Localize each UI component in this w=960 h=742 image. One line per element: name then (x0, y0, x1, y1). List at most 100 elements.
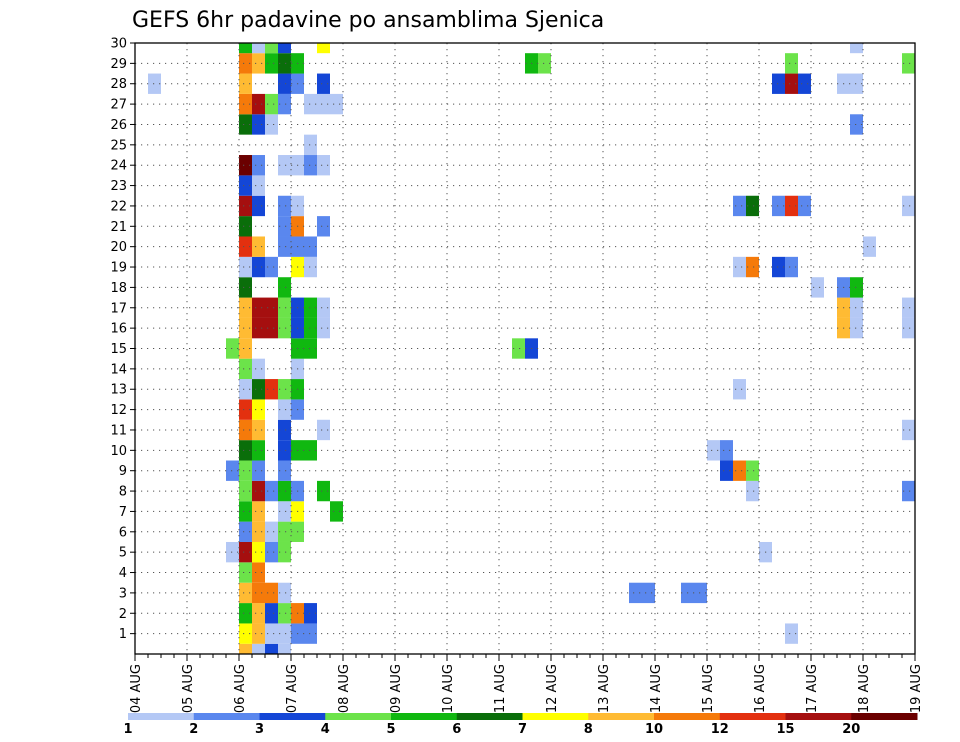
y-tick-label: 26 (110, 118, 127, 133)
precip-cell (694, 582, 707, 604)
precip-cell (252, 155, 265, 176)
legend-swatch (325, 713, 392, 720)
precip-cell (239, 43, 252, 54)
y-tick-label: 9 (119, 464, 127, 479)
precip-cell (265, 43, 278, 54)
legend-label: 12 (711, 722, 729, 737)
y-tick-label: 19 (110, 261, 127, 276)
precip-cell (850, 43, 863, 54)
precip-cell (226, 460, 239, 481)
legend-label: 8 (584, 722, 593, 737)
precip-cell (239, 480, 252, 502)
legend-swatch (391, 713, 458, 720)
precip-cell (239, 419, 252, 441)
precip-cell (252, 541, 265, 563)
precip-cell (265, 643, 278, 654)
precip-cell (512, 338, 525, 359)
precip-cell (304, 134, 317, 156)
precip-cell (239, 155, 252, 176)
precip-cell (785, 53, 798, 74)
precip-cell (278, 419, 291, 441)
legend-label: 10 (645, 722, 663, 737)
precip-cell (902, 317, 915, 339)
precip-cell (772, 195, 785, 217)
legend-label: 2 (189, 722, 198, 737)
y-tick-label: 16 (110, 322, 127, 337)
precip-cell (785, 623, 798, 644)
precip-cell (772, 256, 785, 278)
precip-cell (239, 582, 252, 604)
x-tick-label: 12 AUG (545, 664, 560, 713)
precip-cell (252, 317, 265, 339)
precip-cell (317, 73, 330, 94)
y-tick-label: 25 (110, 138, 127, 153)
precip-cell (239, 623, 252, 644)
precip-cell (265, 582, 278, 604)
precip-cell (746, 195, 759, 217)
precip-cell (239, 440, 252, 461)
precip-cell (304, 440, 317, 461)
precip-cell (278, 501, 291, 522)
x-tick-label: 14 AUG (649, 664, 664, 713)
precip-cell (278, 317, 291, 339)
precip-cell (317, 216, 330, 237)
precip-cell (785, 73, 798, 94)
precip-cell (252, 399, 265, 420)
precip-cell (252, 603, 265, 624)
precip-cell (252, 43, 265, 54)
precip-cell (304, 603, 317, 624)
precip-cell (278, 43, 291, 54)
precip-cell (317, 419, 330, 441)
y-tick-label: 3 (119, 586, 127, 601)
precip-cell (746, 460, 759, 481)
precip-cell (239, 73, 252, 94)
y-tick-label: 27 (110, 98, 127, 113)
precip-cell (252, 480, 265, 502)
y-tick-label: 2 (119, 607, 127, 622)
x-tick-label: 19 AUG (909, 664, 924, 713)
precip-cell (538, 53, 551, 74)
x-tick-label: 04 AUG (129, 664, 144, 713)
precip-cell (239, 399, 252, 420)
y-tick-label: 17 (110, 301, 127, 316)
precip-cell (239, 541, 252, 563)
precip-cell (850, 114, 863, 135)
y-tick-label: 12 (110, 403, 127, 418)
precip-cell (304, 317, 317, 339)
legend-swatch (851, 713, 918, 720)
precip-cell (772, 73, 785, 94)
precip-cell (278, 216, 291, 237)
x-tick-label: 09 AUG (389, 664, 404, 713)
precip-cell (239, 195, 252, 217)
precip-cell (317, 297, 330, 318)
precip-cell (239, 317, 252, 339)
precip-cell (252, 419, 265, 441)
x-tick-label: 06 AUG (233, 664, 248, 713)
y-tick-label: 11 (110, 423, 127, 438)
precip-cell (278, 53, 291, 74)
precip-cell (265, 297, 278, 318)
precip-cell (252, 562, 265, 583)
legend-swatch (128, 713, 195, 720)
precip-cell (226, 541, 239, 563)
precip-cell (330, 93, 343, 115)
y-tick-label: 5 (119, 546, 127, 561)
x-axis: 04 AUG 05 AUG 06 AUG 07 AUG 08 AUG 09 AUG 10 A… (129, 654, 924, 713)
precip-cell (720, 460, 733, 481)
precip-cell (252, 521, 265, 542)
y-tick-label: 30 (110, 37, 127, 52)
precip-cell (265, 317, 278, 339)
legend-swatch (456, 713, 523, 720)
precip-cell (785, 256, 798, 278)
y-tick-label: 4 (119, 566, 127, 581)
precip-cell (850, 317, 863, 339)
precip-cell (317, 480, 330, 502)
precip-cell (278, 460, 291, 481)
precip-cell (317, 93, 330, 115)
precip-cell (252, 460, 265, 481)
precip-cell (733, 379, 746, 400)
precip-cell (252, 175, 265, 196)
precip-cell (278, 379, 291, 400)
precip-cell (278, 195, 291, 217)
precip-cell (148, 73, 161, 94)
